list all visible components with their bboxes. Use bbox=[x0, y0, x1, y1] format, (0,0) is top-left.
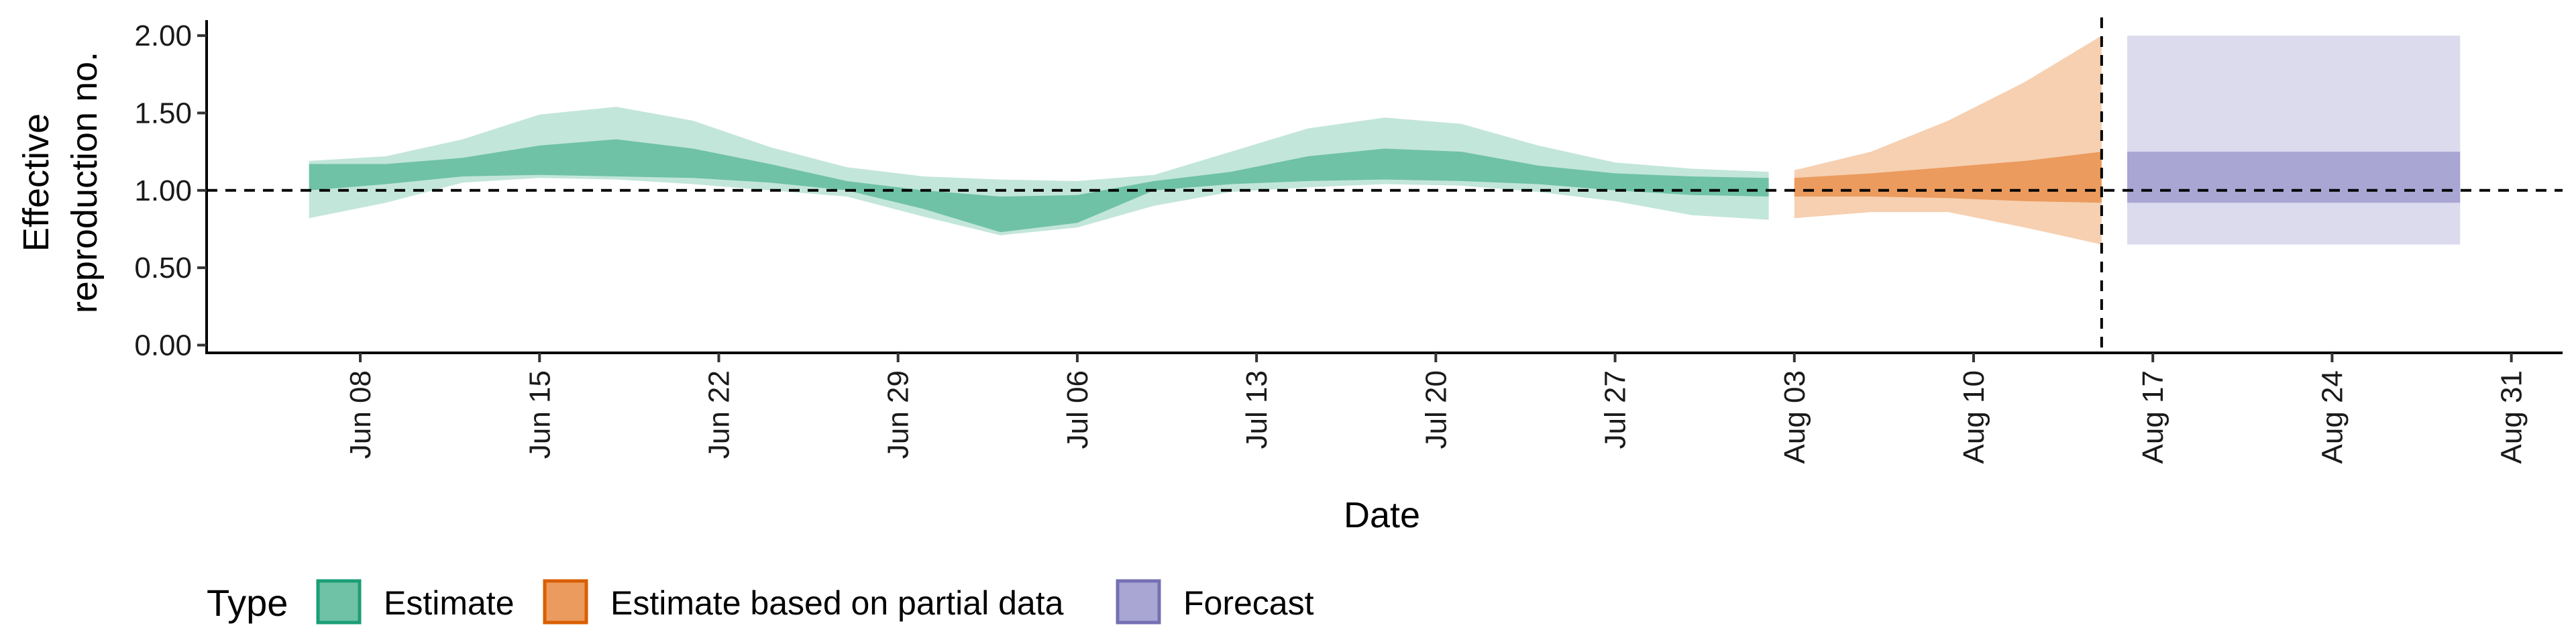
x-tick-label: Jul 27 bbox=[1599, 370, 1632, 449]
band-90-estimate-based-on-partial-data bbox=[1794, 36, 2102, 245]
y-tick-label: 1.00 bbox=[134, 174, 192, 207]
legend-title: Type bbox=[207, 582, 288, 624]
y-tick-label: 0.00 bbox=[134, 329, 192, 362]
band-50-estimate-based-on-partial-data bbox=[1794, 152, 2102, 203]
x-axis-title: Date bbox=[1344, 495, 1420, 535]
y-tick-label: 2.00 bbox=[134, 19, 192, 52]
legend: Type Estimate Estimate based on partial … bbox=[207, 579, 1314, 625]
x-tick-label: Jul 20 bbox=[1419, 370, 1452, 449]
x-tick-label: Jun 08 bbox=[344, 370, 377, 459]
x-tick-label: Aug 03 bbox=[1778, 370, 1811, 464]
legend-label-partial: Estimate based on partial data bbox=[610, 584, 1064, 622]
x-tick-label: Aug 10 bbox=[1957, 370, 1990, 464]
bands-layer bbox=[309, 36, 2461, 245]
axes-layer bbox=[205, 20, 2563, 354]
band-50-estimate bbox=[309, 139, 1769, 233]
y-axis-title-line2: reproduction no. bbox=[64, 52, 105, 313]
y-axis-title-line1: Effective bbox=[16, 113, 56, 252]
x-tick-label: Jun 29 bbox=[882, 370, 915, 459]
reference-lines bbox=[207, 17, 2563, 353]
ticks-layer: 0.00 0.50 1.00 1.50 2.00 Jun 08 Jun 15 Jun 22 Ju… bbox=[134, 19, 2528, 464]
x-tick-label: Jun 15 bbox=[523, 370, 556, 459]
x-tick-label: Aug 31 bbox=[2496, 370, 2528, 464]
band-50-forecast bbox=[2127, 152, 2461, 203]
y-tick-label: 1.50 bbox=[134, 97, 192, 129]
legend-label-forecast: Forecast bbox=[1183, 584, 1314, 622]
legend-key-estimate bbox=[316, 579, 362, 625]
band-90-estimate bbox=[309, 107, 1769, 235]
legend-key-forecast bbox=[1116, 579, 1161, 625]
x-tick-label: Aug 17 bbox=[2137, 370, 2169, 464]
x-tick-label: Jul 06 bbox=[1061, 370, 1094, 449]
x-tick-label: Jun 22 bbox=[703, 370, 736, 459]
legend-label-estimate: Estimate bbox=[384, 584, 515, 622]
x-tick-label: Aug 24 bbox=[2316, 370, 2349, 464]
x-tick-label: Jul 13 bbox=[1240, 370, 1273, 449]
legend-key-partial bbox=[543, 579, 588, 625]
y-tick-label: 0.50 bbox=[134, 252, 192, 284]
band-90-forecast bbox=[2127, 36, 2461, 245]
